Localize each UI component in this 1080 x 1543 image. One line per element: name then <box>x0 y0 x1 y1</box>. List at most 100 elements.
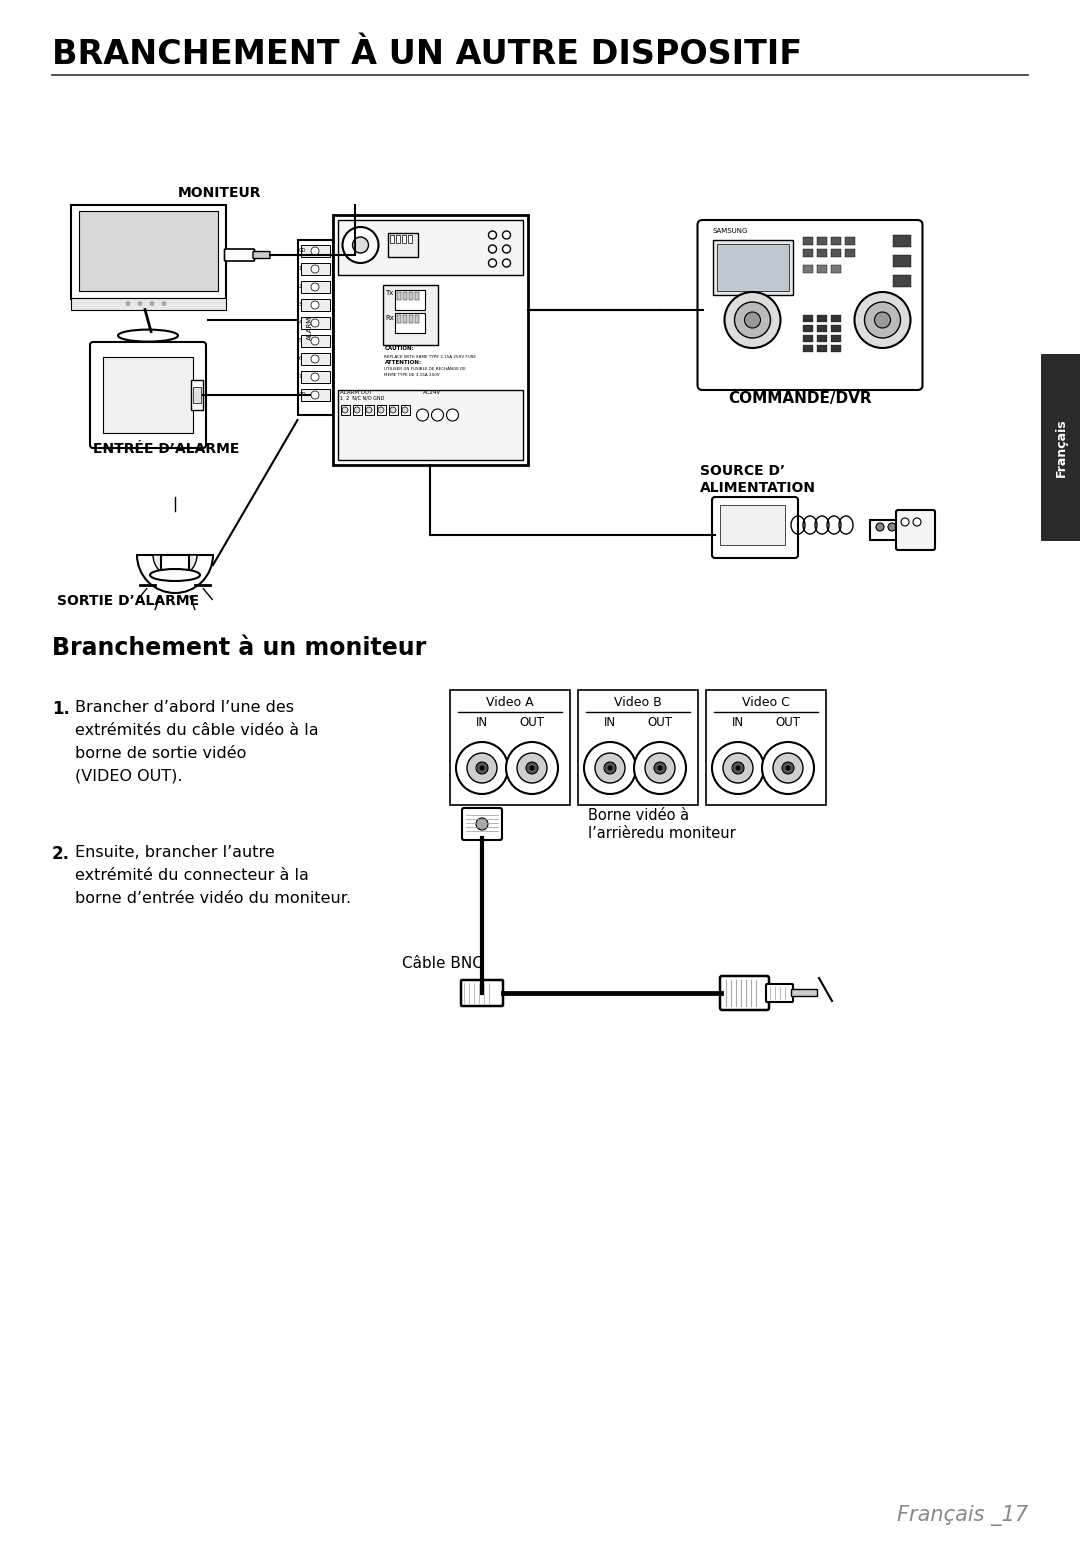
Circle shape <box>723 753 753 782</box>
Circle shape <box>502 245 511 253</box>
Text: SOURCE D’: SOURCE D’ <box>700 464 785 478</box>
Bar <box>394 313 424 333</box>
Circle shape <box>658 765 662 770</box>
Circle shape <box>607 765 612 770</box>
FancyBboxPatch shape <box>698 221 922 390</box>
Bar <box>831 248 840 258</box>
Circle shape <box>517 753 546 782</box>
Bar <box>831 238 840 245</box>
Circle shape <box>162 301 166 306</box>
Circle shape <box>595 753 625 782</box>
Bar <box>713 241 793 295</box>
Text: ALARM OUT: ALARM OUT <box>340 390 373 395</box>
Circle shape <box>417 409 429 421</box>
Circle shape <box>137 301 143 306</box>
Text: Borne vidéo à: Borne vidéo à <box>588 809 689 822</box>
Circle shape <box>876 523 885 531</box>
Bar <box>407 235 411 242</box>
Text: Branchement à un moniteur: Branchement à un moniteur <box>52 636 427 660</box>
Circle shape <box>390 407 396 414</box>
FancyBboxPatch shape <box>712 497 798 559</box>
Bar <box>300 245 329 258</box>
Circle shape <box>744 312 760 329</box>
FancyBboxPatch shape <box>462 809 502 839</box>
Text: OUT: OUT <box>648 716 673 730</box>
Bar <box>578 690 698 805</box>
Text: AC24V: AC24V <box>422 390 441 395</box>
Bar <box>401 404 409 415</box>
Bar <box>70 205 226 299</box>
Bar <box>191 380 203 410</box>
Circle shape <box>311 390 319 400</box>
Bar <box>845 238 854 245</box>
Circle shape <box>725 292 781 349</box>
Circle shape <box>901 518 909 526</box>
Bar <box>300 370 329 383</box>
Text: ATTENTION:: ATTENTION: <box>384 360 421 366</box>
Circle shape <box>762 742 814 795</box>
FancyBboxPatch shape <box>766 984 793 1001</box>
Text: 1: 1 <box>298 267 301 272</box>
Bar <box>337 390 523 460</box>
Bar <box>802 238 812 245</box>
Circle shape <box>782 762 794 775</box>
Bar <box>70 298 226 310</box>
Text: IN: IN <box>732 716 744 730</box>
Circle shape <box>734 302 770 338</box>
Bar <box>403 315 406 322</box>
Circle shape <box>352 238 368 253</box>
Bar <box>892 275 910 287</box>
Text: Tx: Tx <box>386 290 394 296</box>
Circle shape <box>502 231 511 239</box>
Bar <box>403 292 406 299</box>
Text: IN: IN <box>604 716 616 730</box>
Bar <box>802 326 812 332</box>
FancyBboxPatch shape <box>225 248 255 261</box>
Bar <box>802 335 812 343</box>
Circle shape <box>342 407 348 414</box>
Circle shape <box>467 753 497 782</box>
Text: GD: GD <box>298 248 306 253</box>
Circle shape <box>311 373 319 381</box>
Text: IN: IN <box>476 716 488 730</box>
Circle shape <box>366 407 372 414</box>
Text: Rx: Rx <box>386 315 394 321</box>
Bar <box>802 315 812 322</box>
Bar <box>408 315 413 322</box>
Circle shape <box>488 231 497 239</box>
Circle shape <box>654 762 666 775</box>
Text: Brancher d’abord l’une des
extrémités du câble vidéo à la
borne de sortie vidéo
: Brancher d’abord l’une des extrémités du… <box>75 701 319 784</box>
Circle shape <box>785 765 791 770</box>
Bar <box>389 404 397 415</box>
Circle shape <box>507 742 558 795</box>
Text: OUT: OUT <box>775 716 800 730</box>
Bar <box>450 690 570 805</box>
Circle shape <box>311 265 319 273</box>
Ellipse shape <box>118 330 178 341</box>
Bar <box>816 326 826 332</box>
Circle shape <box>446 409 459 421</box>
Ellipse shape <box>161 571 189 579</box>
Circle shape <box>476 818 488 830</box>
Circle shape <box>456 742 508 795</box>
Text: OUT: OUT <box>519 716 544 730</box>
Bar <box>402 235 405 242</box>
Bar <box>300 299 329 312</box>
FancyBboxPatch shape <box>896 511 935 549</box>
Circle shape <box>125 301 131 306</box>
Text: SORTIE D’ALARME: SORTIE D’ALARME <box>57 594 199 608</box>
Text: Français _17: Français _17 <box>896 1504 1028 1526</box>
Text: 1  2  N/C N/O GND: 1 2 N/C N/O GND <box>340 397 384 401</box>
Bar <box>415 292 419 299</box>
Circle shape <box>913 518 921 526</box>
Bar <box>396 315 401 322</box>
Text: Ensuite, brancher l’autre
extrémité du connecteur à la
borne d’entrée vidéo du m: Ensuite, brancher l’autre extrémité du c… <box>75 846 351 906</box>
Text: 4: 4 <box>298 321 301 326</box>
Text: Video A: Video A <box>486 696 534 710</box>
Bar <box>706 690 826 805</box>
Bar <box>193 387 201 403</box>
Bar <box>390 235 393 242</box>
Bar <box>297 241 333 415</box>
Bar <box>816 335 826 343</box>
Bar <box>396 292 401 299</box>
